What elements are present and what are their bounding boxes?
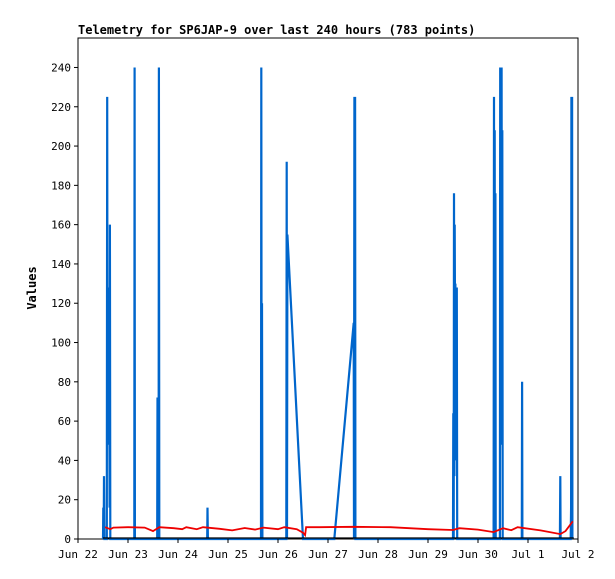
- y-tick-label: 80: [58, 376, 71, 389]
- x-tick-label: Jul 1: [511, 548, 544, 561]
- y-tick-label: 220: [51, 101, 71, 114]
- y-tick-label: 160: [51, 219, 71, 232]
- y-axis-label: Values: [25, 266, 39, 309]
- series-line-1: [101, 67, 574, 541]
- chart-title: Telemetry for SP6JAP-9 over last 240 hou…: [78, 23, 475, 37]
- y-tick-label: 100: [51, 337, 71, 350]
- y-tick-label: 40: [58, 454, 71, 467]
- y-tick-label: 180: [51, 179, 71, 192]
- y-tick-label: 20: [58, 494, 71, 507]
- x-tick-label: Jun 26: [258, 548, 298, 561]
- x-tick-label: Jun 27: [308, 548, 348, 561]
- y-tick-label: 240: [51, 61, 71, 74]
- y-tick-label: 140: [51, 258, 71, 271]
- x-axis: Jun 22 Jun 23 Jun 24 Jun 25 Jun 26 Jun 27 Jun …: [58, 539, 595, 561]
- x-tick-label: Jun 25: [208, 548, 248, 561]
- y-tick-label: 60: [58, 415, 71, 428]
- x-tick-label: Jul 2: [561, 548, 594, 561]
- y-tick-label: 0: [64, 533, 71, 546]
- y-tick-label: 200: [51, 140, 71, 153]
- series-line-2: [104, 520, 574, 538]
- x-tick-label: Jun 29: [408, 548, 448, 561]
- y-axis: 0 20 40 60 80 100 120 140 160 180 200 220 240: [51, 61, 78, 546]
- x-tick-label: Jun 24: [158, 548, 198, 561]
- series-layer: [101, 67, 574, 541]
- x-tick-label: Jun 23: [108, 548, 148, 561]
- x-tick-label: Jun 28: [358, 548, 398, 561]
- x-tick-label: Jun 30: [458, 548, 498, 561]
- x-tick-label: Jun 22: [58, 548, 98, 561]
- y-tick-label: 120: [51, 297, 71, 310]
